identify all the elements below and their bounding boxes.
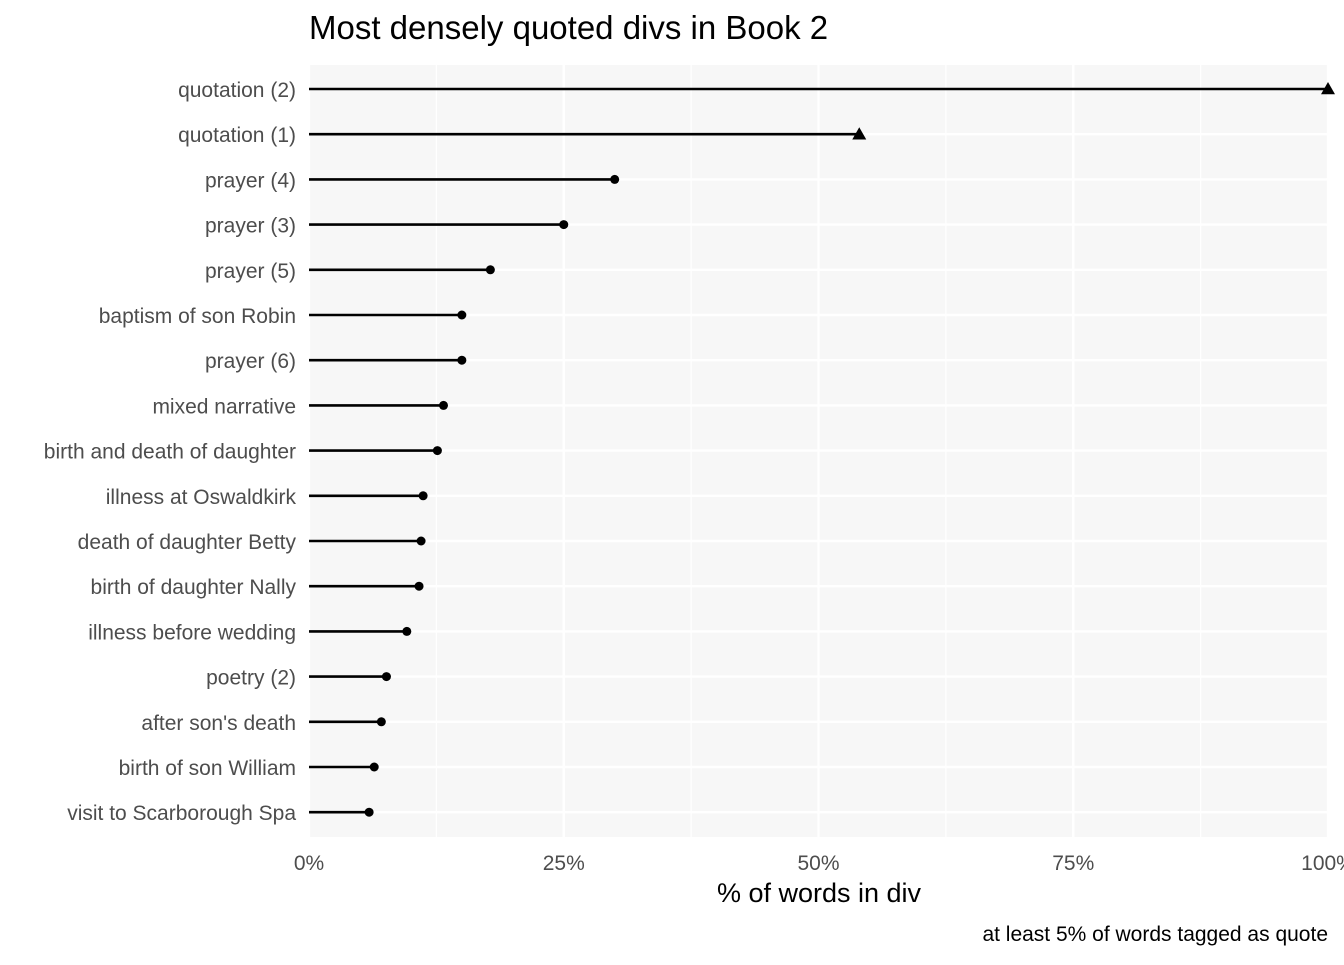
x-tick-label: 100% bbox=[1301, 852, 1344, 875]
y-tick-labels: quotation (2) quotation (1) prayer (4) pray… bbox=[44, 79, 297, 825]
lollipop-point bbox=[416, 536, 426, 546]
lollipop-point bbox=[559, 220, 569, 230]
lollipop-point bbox=[432, 446, 442, 456]
chart-title: Most densely quoted divs in Book 2 bbox=[309, 9, 828, 46]
y-tick-label: prayer (4) bbox=[205, 169, 296, 192]
y-tick-label: baptism of son Robin bbox=[99, 305, 296, 328]
y-tick-label: illness at Oswaldkirk bbox=[106, 486, 297, 509]
y-tick-label: visit to Scarborough Spa bbox=[67, 802, 296, 825]
x-tick-label: 0% bbox=[294, 852, 324, 875]
lollipop-point bbox=[402, 626, 412, 636]
lollipop-point bbox=[439, 400, 449, 410]
x-tick-labels: 0% 25% 50% 75% 100% bbox=[294, 852, 1344, 875]
lollipop-point-triangle bbox=[852, 127, 867, 140]
x-tick-label: 75% bbox=[1052, 852, 1094, 875]
y-tick-label: after son's death bbox=[141, 712, 296, 735]
chart-marks bbox=[309, 82, 1335, 817]
x-axis-label: % of words in div bbox=[717, 878, 922, 908]
y-tick-label: poetry (2) bbox=[206, 667, 296, 690]
lollipop-point bbox=[485, 265, 495, 275]
y-tick-label: mixed narrative bbox=[152, 395, 296, 418]
lollipop-point bbox=[414, 581, 424, 591]
lollipop-point bbox=[369, 762, 379, 772]
x-tick-label: 50% bbox=[797, 852, 839, 875]
lollipop-point bbox=[418, 491, 428, 501]
y-tick-label: death of daughter Betty bbox=[78, 531, 297, 554]
lollipop-point-triangle bbox=[1321, 82, 1335, 95]
lollipop-point bbox=[457, 310, 467, 320]
y-tick-label: birth of daughter Nally bbox=[91, 576, 297, 599]
y-tick-label: prayer (5) bbox=[205, 260, 296, 283]
chart-caption: at least 5% of words tagged as quote bbox=[982, 923, 1328, 946]
lollipop-point bbox=[381, 672, 391, 682]
y-tick-label: illness before wedding bbox=[88, 621, 296, 644]
y-tick-label: quotation (1) bbox=[178, 124, 296, 147]
lollipop-point bbox=[610, 174, 620, 184]
y-tick-label: birth of son William bbox=[119, 757, 296, 780]
y-tick-label: prayer (6) bbox=[205, 350, 296, 373]
x-tick-label: 25% bbox=[543, 852, 585, 875]
lollipop-point bbox=[364, 807, 374, 817]
y-tick-label: birth and death of daughter bbox=[44, 441, 296, 464]
lollipop-point bbox=[376, 717, 386, 727]
lollipop-point bbox=[457, 355, 467, 365]
y-tick-label: prayer (3) bbox=[205, 215, 296, 238]
y-tick-label: quotation (2) bbox=[178, 79, 296, 102]
